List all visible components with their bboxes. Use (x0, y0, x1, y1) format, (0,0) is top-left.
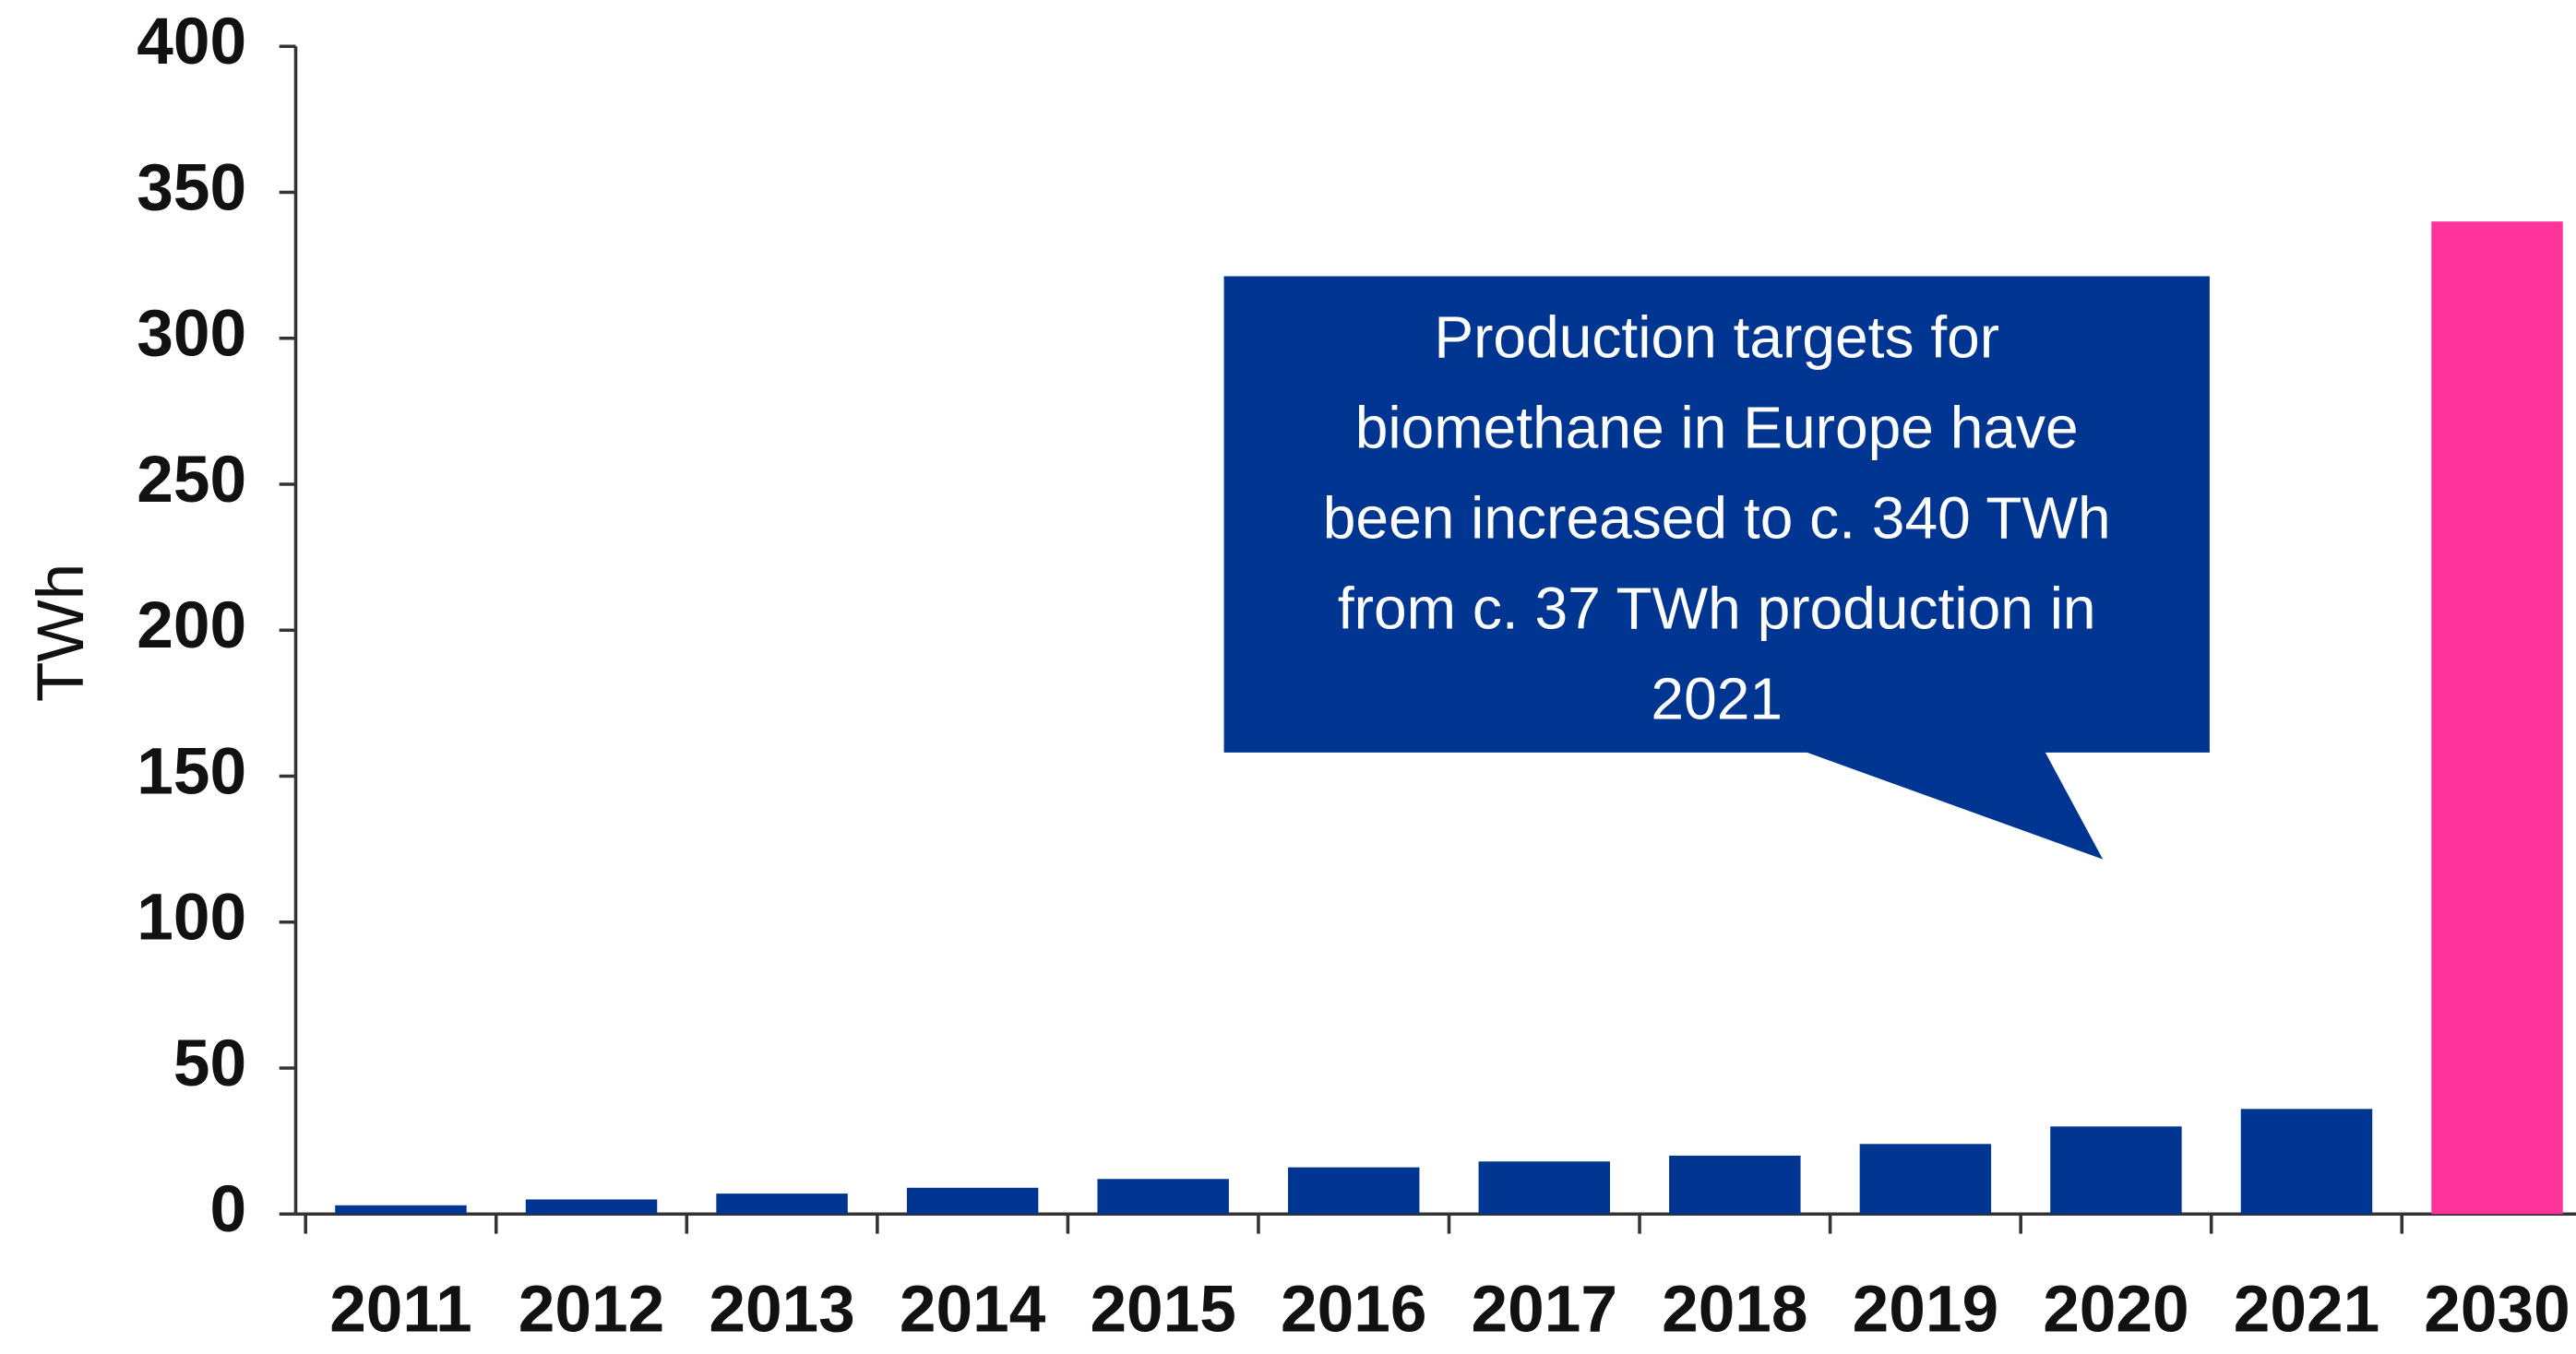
y-tick-label: 150 (137, 735, 246, 808)
annotation-line: Production targets for (1434, 304, 1999, 371)
x-tick-label: 2018 (1662, 1274, 1807, 1347)
x-tick-label: 2020 (2043, 1274, 2188, 1347)
bar (716, 1194, 848, 1215)
x-tick-label: 2012 (519, 1274, 664, 1347)
annotation-line: from c. 37 TWh production in (1338, 575, 2096, 641)
x-tick-label: 2016 (1281, 1274, 1426, 1347)
bar (1859, 1144, 1992, 1215)
annotation-line: biomethane in Europe have (1355, 395, 2079, 461)
bar (525, 1199, 658, 1215)
annotation-line: 2021 (1651, 665, 1783, 731)
y-tick-label: 50 (173, 1027, 246, 1100)
bar (1669, 1155, 1801, 1215)
bar (2050, 1126, 2182, 1215)
y-tick-label: 100 (137, 882, 246, 955)
y-tick-label: 250 (137, 444, 246, 517)
y-tick-label: 0 (209, 1173, 246, 1246)
callout (1223, 276, 2210, 860)
x-tick-label: 2019 (1853, 1274, 1998, 1347)
x-tick-label: 2021 (2234, 1274, 2379, 1347)
y-tick-label: 300 (137, 298, 246, 371)
x-tick-label: 2030 (2424, 1274, 2570, 1347)
annotation-line: been increased to c. 340 TWh (1323, 485, 2111, 552)
bar (1478, 1161, 1610, 1215)
bar (335, 1205, 467, 1215)
y-tick-label: 200 (137, 589, 246, 662)
bar (2431, 221, 2563, 1215)
x-tick-label: 2014 (900, 1274, 1046, 1347)
x-tick-label: 2011 (329, 1274, 472, 1347)
bar (906, 1187, 1039, 1215)
bar (2240, 1109, 2373, 1215)
bar (1097, 1179, 1229, 1215)
y-tick-label: 350 (137, 151, 246, 224)
x-tick-label: 2013 (709, 1274, 854, 1347)
x-tick-label: 2015 (1090, 1274, 1235, 1347)
y-axis-label: TWh (25, 564, 98, 702)
bar (1288, 1167, 1420, 1215)
x-tick-label: 2017 (1472, 1274, 1617, 1347)
y-tick-label: 400 (137, 6, 246, 78)
